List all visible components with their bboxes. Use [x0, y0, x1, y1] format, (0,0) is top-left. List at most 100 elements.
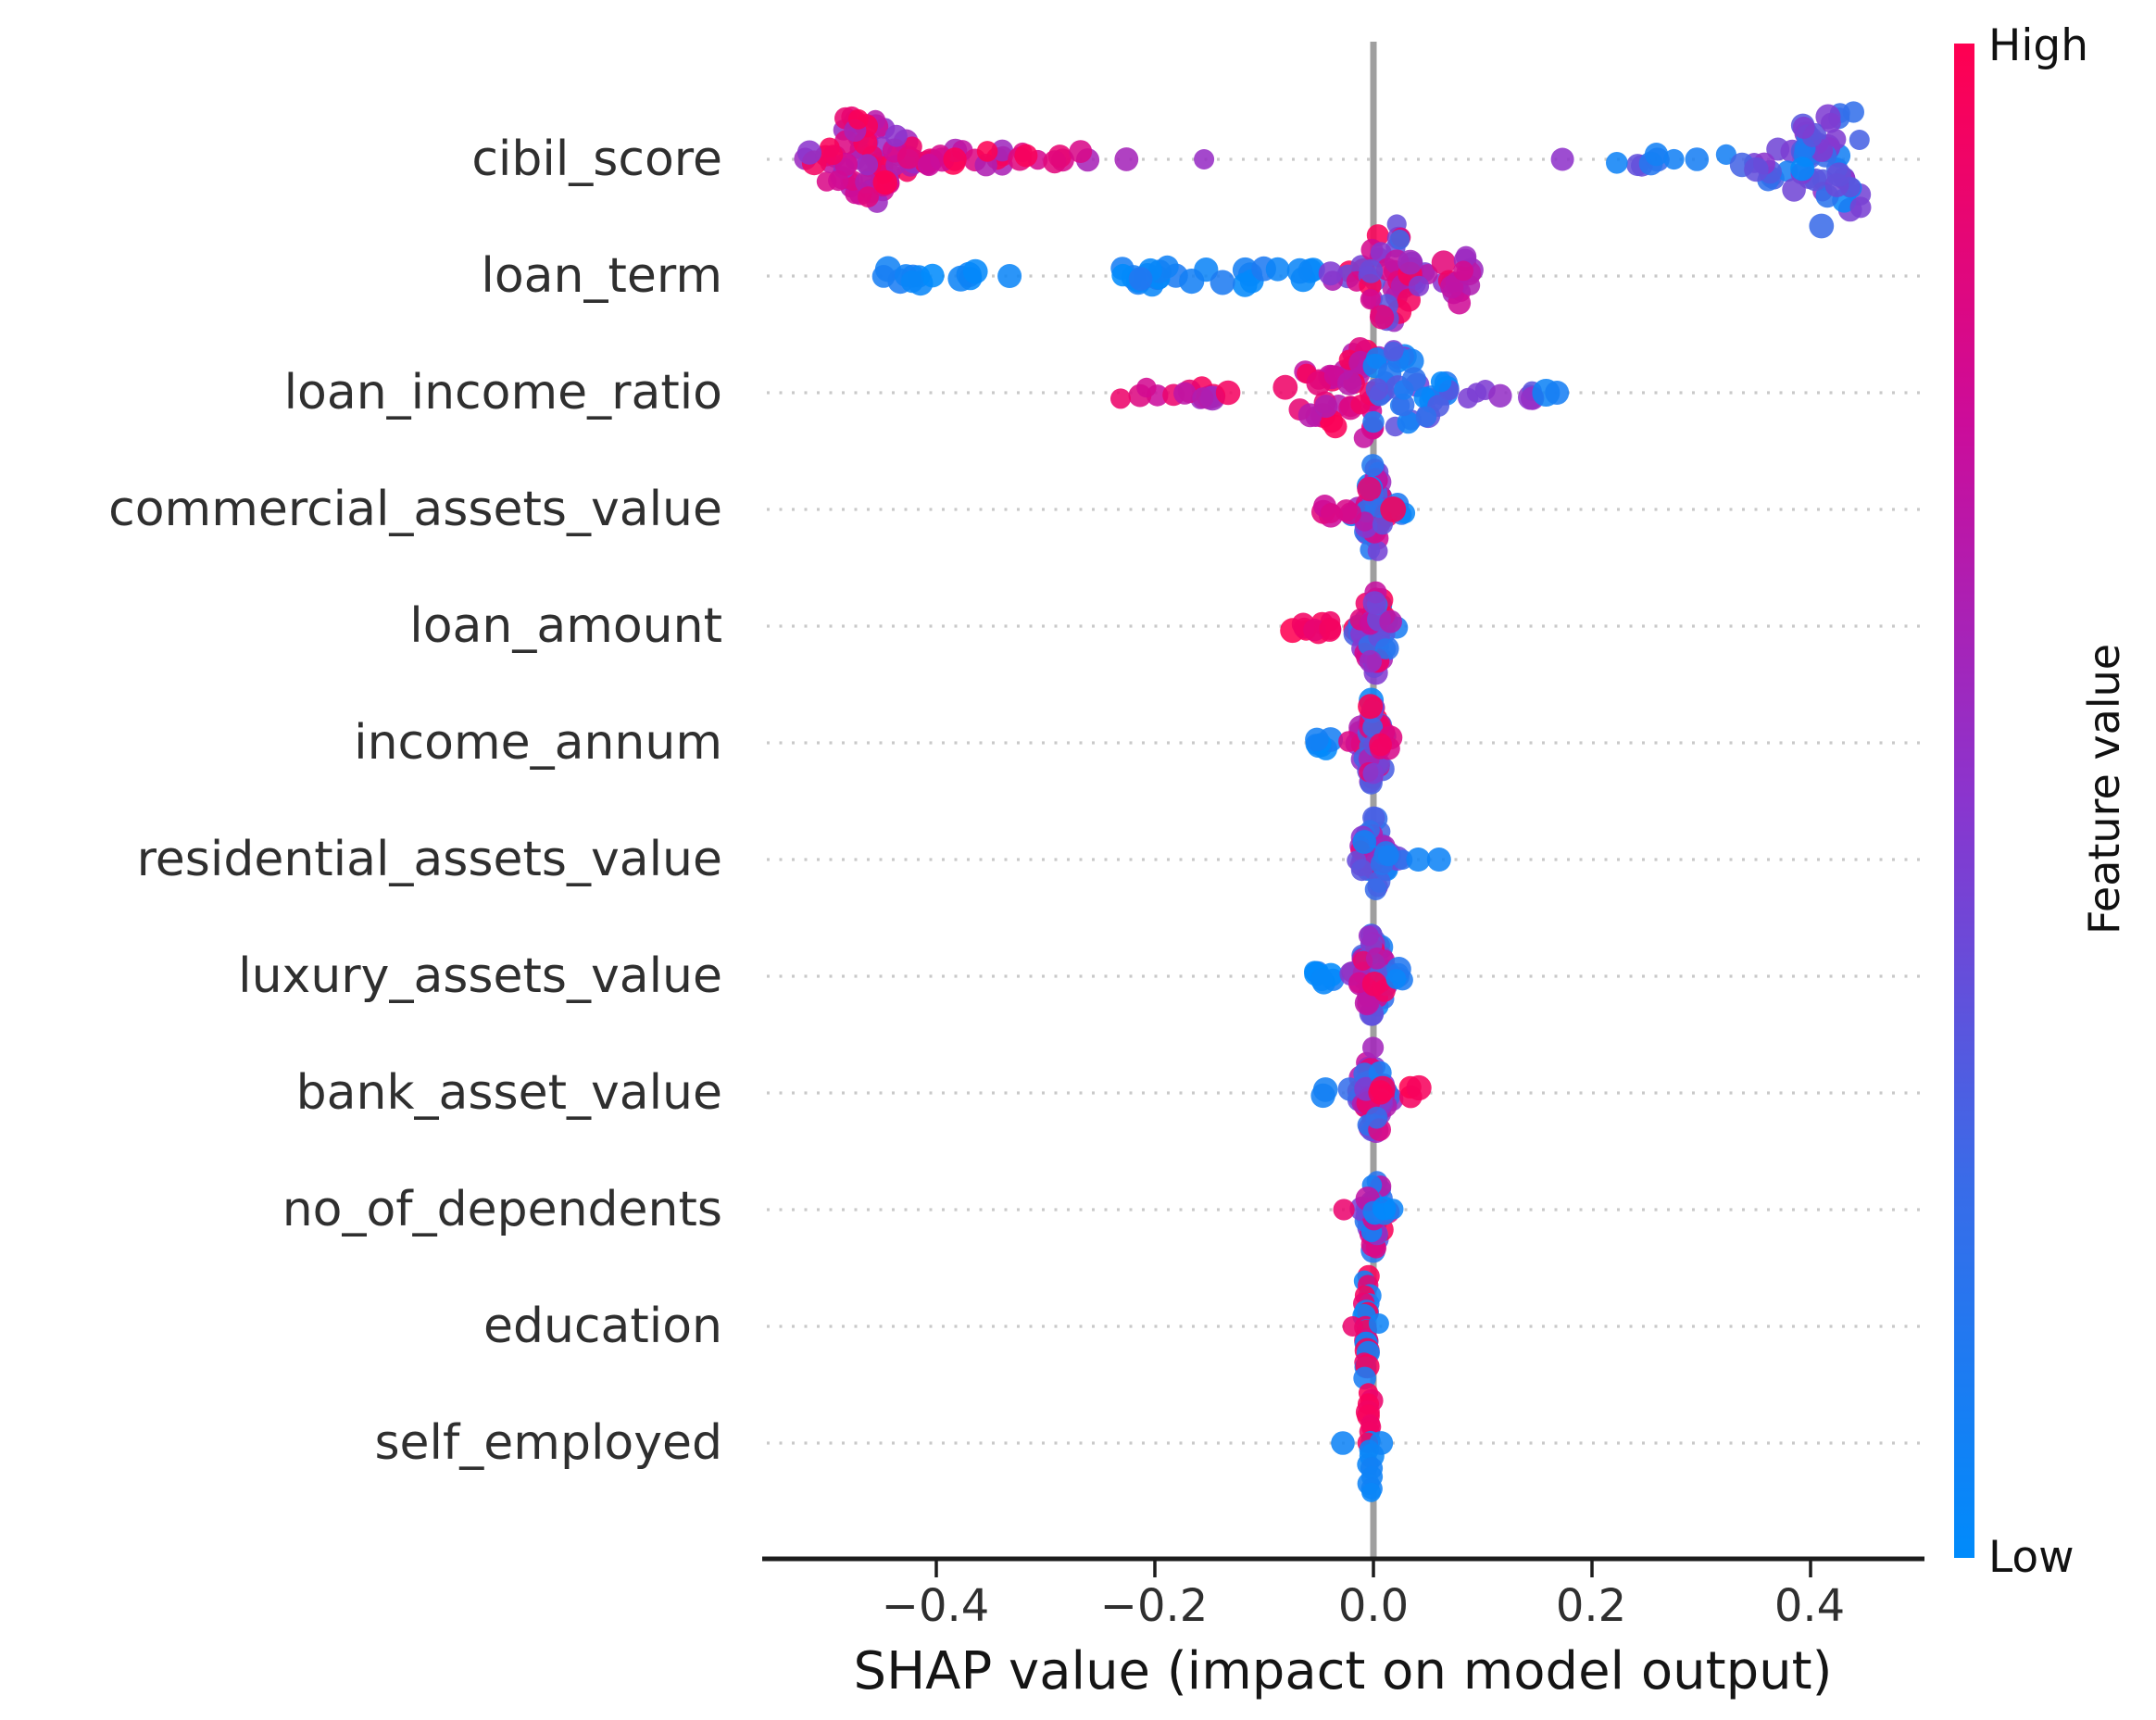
shap-dot [1331, 1431, 1355, 1455]
shap-dot [871, 265, 896, 288]
shap-dot [872, 169, 898, 195]
shap-dot [1360, 289, 1381, 310]
shap-dot [1606, 152, 1628, 174]
shap-dot [1043, 150, 1067, 174]
shap-dot [1380, 496, 1407, 522]
shap-dot [1321, 503, 1341, 523]
shap-dot [1339, 502, 1362, 525]
shap-dot [1440, 275, 1464, 299]
shap-dot [1359, 258, 1384, 283]
shap-dot [1286, 257, 1313, 284]
shap-dot [884, 124, 908, 147]
shap-dot [1362, 762, 1385, 785]
feature-label-income-annum: income_annum [354, 715, 722, 771]
shap-dot [1265, 257, 1290, 282]
colorbar-title: Feature value [2079, 643, 2129, 935]
shap-dot [1377, 845, 1399, 867]
feature-label-commercial-assets-value: commercial_assets_value [108, 482, 722, 537]
shap-dot [1069, 140, 1093, 164]
shap-dot [1014, 144, 1038, 168]
shap-dot [1272, 374, 1298, 400]
shap-dot [1430, 371, 1452, 393]
shap-dot [1365, 1106, 1388, 1129]
feature-label-education: education [483, 1299, 722, 1354]
shap-dot [1374, 638, 1397, 659]
shap-dot [1488, 383, 1512, 408]
shap-dot [1792, 116, 1815, 139]
shap-dot [1369, 305, 1395, 330]
shap-dot [1361, 454, 1385, 477]
shap-dot [1319, 617, 1342, 640]
shap-dot [1305, 727, 1329, 752]
colorbar-gradient [1954, 44, 1974, 1558]
shap-dot [1365, 378, 1389, 401]
shap-dot [1362, 717, 1384, 738]
shap-dot [1367, 541, 1388, 561]
shap-dot [1365, 948, 1388, 970]
shap-dot [1426, 847, 1451, 872]
shap-dot [943, 147, 967, 171]
shap-dot [1192, 387, 1214, 409]
x-tick-label: 0.0 [1337, 1580, 1410, 1632]
shap-dot [1210, 270, 1235, 295]
shap-dot [991, 139, 1014, 162]
shap-dot [1453, 260, 1473, 282]
colorbar-low-label: Low [1988, 1532, 2075, 1583]
shap-dot [1809, 213, 1835, 239]
shap-dot [1179, 269, 1205, 295]
shap-dot [1310, 968, 1334, 991]
shap-dot [1644, 143, 1669, 167]
shap-dot [1352, 830, 1377, 854]
shap-dot [1357, 476, 1382, 502]
shap-dot [1362, 591, 1386, 615]
x-axis-title: SHAP value (impact on model output) [853, 1641, 1833, 1701]
shap-dot [917, 153, 941, 177]
shap-dot [1350, 859, 1373, 882]
shap-dot [1314, 395, 1338, 419]
shap-dot [1849, 130, 1870, 150]
shap-dots [794, 101, 1872, 1502]
x-tick-label: 0.2 [1555, 1580, 1627, 1632]
x-axis [762, 1556, 1924, 1577]
x-tick-label: 0.4 [1774, 1580, 1846, 1632]
shap-dot [976, 141, 998, 162]
shap-dot [858, 186, 879, 208]
shap-dot [1372, 1196, 1397, 1221]
shap-dot [1333, 1199, 1355, 1221]
shap-dot [997, 264, 1022, 288]
feature-label-luxury-assets-value: luxury_assets_value [238, 948, 722, 1004]
feature-label-loan-term: loan_term [481, 248, 722, 304]
shap-dot [896, 145, 921, 169]
shap-dot [1398, 249, 1423, 275]
shap-dot [1110, 388, 1131, 409]
shap-dot [1406, 847, 1431, 872]
shap-dot [1399, 348, 1424, 374]
shap-dot [1401, 367, 1426, 392]
shap-dot [962, 258, 988, 284]
colorbar-high-label: High [1988, 20, 2089, 71]
shap-dot [1358, 925, 1379, 947]
feature-label-no-of-dependents: no_of_dependents [282, 1182, 722, 1237]
shap-dot [1338, 731, 1360, 752]
feature-label-residential-assets-value: residential_assets_value [136, 832, 722, 887]
shap-dot [1362, 410, 1385, 433]
shap-dot [1545, 381, 1570, 405]
feature-label-cibil-score: cibil_score [471, 132, 722, 187]
feature-label-bank-asset-value: bank_asset_value [295, 1065, 722, 1121]
shap-dot [1369, 1431, 1394, 1455]
shap-dot [1364, 878, 1387, 900]
shap-dot [1362, 1036, 1385, 1059]
shap-dot [1358, 694, 1384, 720]
shap-dot [1359, 649, 1383, 673]
shap-dot [1790, 157, 1815, 182]
shap-dot [1361, 1482, 1382, 1502]
shap-dot [1368, 1313, 1389, 1334]
shap-dot [1323, 415, 1348, 439]
shap-dot [1173, 382, 1197, 405]
shap-dot [921, 263, 945, 288]
shap-dot [1114, 147, 1139, 171]
shap-dot [1383, 341, 1404, 362]
shap-dot [847, 108, 869, 130]
shap-dot [1826, 162, 1851, 187]
